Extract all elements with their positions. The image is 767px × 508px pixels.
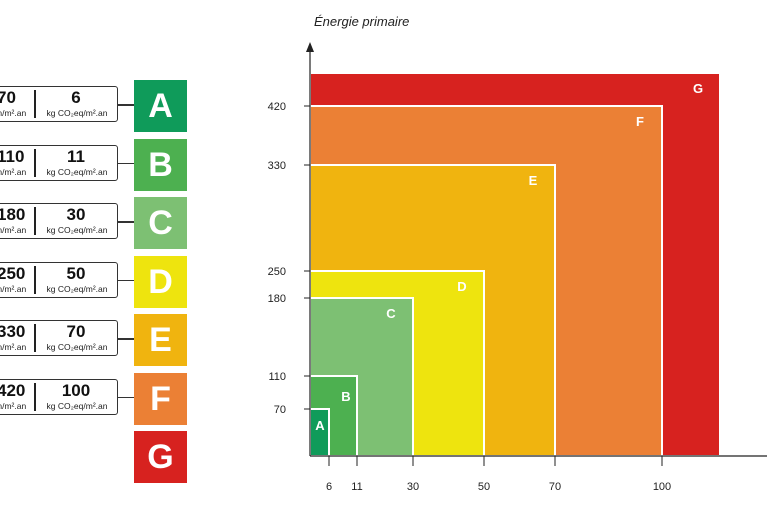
emission-value: 50 [66, 263, 86, 283]
connector-line [118, 221, 134, 223]
connector-line [118, 162, 134, 164]
class-letter-badge: F [134, 372, 187, 425]
separator [34, 90, 36, 118]
class-letter-badge: A [134, 80, 187, 132]
class-letter-badge: B [134, 138, 187, 191]
x-tick-label: 70 [549, 481, 561, 493]
emission-unit: kg CO₂eq/m².an [46, 225, 108, 235]
primary-energy-value: 110 [0, 146, 25, 166]
y-tick-label: 180 [268, 293, 286, 305]
class-letter-badge: C [134, 197, 187, 249]
emission-value: 30 [66, 205, 86, 224]
emission-unit: kg CO₂eq/m².an [46, 108, 108, 118]
class-letter-badge: G [134, 431, 187, 483]
primary-energy-value: 70 [0, 88, 16, 107]
class-area-label: F [636, 114, 644, 129]
emission-unit: kg CO₂eq/m².an [46, 166, 108, 177]
primary-energy-value: 250 [0, 263, 26, 283]
x-tick-label: 50 [478, 481, 490, 493]
primary-energy-value: 420 [0, 380, 26, 400]
emission-unit: kg CO₂eq/m².an [46, 342, 108, 352]
x-tick-label: 6 [326, 481, 332, 493]
threshold-box: 70/h/m².an 6kg CO₂eq/m².an [0, 86, 118, 122]
class-area-label: E [529, 173, 538, 188]
primary-energy-unit: /h/m².an [0, 400, 27, 411]
class-letter-badge: E [134, 314, 187, 366]
separator [34, 265, 36, 294]
class-area-label: C [386, 306, 396, 321]
class-area-label: B [341, 389, 350, 404]
x-tick-label: 100 [653, 481, 671, 493]
y-axis-label: Énergie primaire [314, 14, 410, 29]
primary-energy-value: 330 [0, 322, 26, 341]
primary-energy-unit: /h/m².an [0, 166, 27, 177]
connector-line [118, 396, 134, 398]
emission-value: 70 [66, 322, 86, 341]
x-tick-label: 30 [407, 481, 419, 493]
emission-unit: kg CO₂eq/m².an [46, 283, 108, 294]
legend-row-g: G [0, 431, 200, 483]
connector-line [118, 104, 134, 106]
separator [34, 324, 36, 352]
y-tick-label: 110 [268, 371, 286, 383]
emission-value: 100 [61, 380, 91, 400]
y-tick-label: 330 [268, 160, 286, 172]
y-tick-label: 70 [274, 404, 286, 416]
legend-row-a: 70/h/m².an 6kg CO₂eq/m².an A [0, 80, 200, 132]
y-tick-label: 250 [268, 266, 286, 278]
x-tick-label: 11 [351, 481, 362, 493]
primary-energy-unit: /h/m².an [0, 108, 27, 118]
separator [34, 207, 36, 235]
separator [34, 148, 36, 177]
connector-line [118, 279, 134, 281]
emission-unit: kg CO₂eq/m².an [46, 400, 108, 411]
emission-value: 11 [67, 146, 85, 166]
class-area-label: A [315, 418, 325, 433]
emission-value: 6 [71, 88, 81, 107]
separator [34, 382, 36, 411]
primary-energy-value: 180 [0, 205, 26, 224]
y-axis-arrow [306, 42, 314, 52]
primary-energy-unit: /h/m².an [0, 342, 27, 352]
primary-energy-unit: /h/m².an [0, 225, 27, 235]
class-letter-badge: D [134, 255, 187, 308]
class-area-label: D [457, 279, 466, 294]
y-tick-label: 420 [268, 101, 286, 113]
class-area-label: G [693, 81, 703, 96]
connector-line [118, 338, 134, 340]
primary-energy-unit: /h/m².an [0, 283, 27, 294]
